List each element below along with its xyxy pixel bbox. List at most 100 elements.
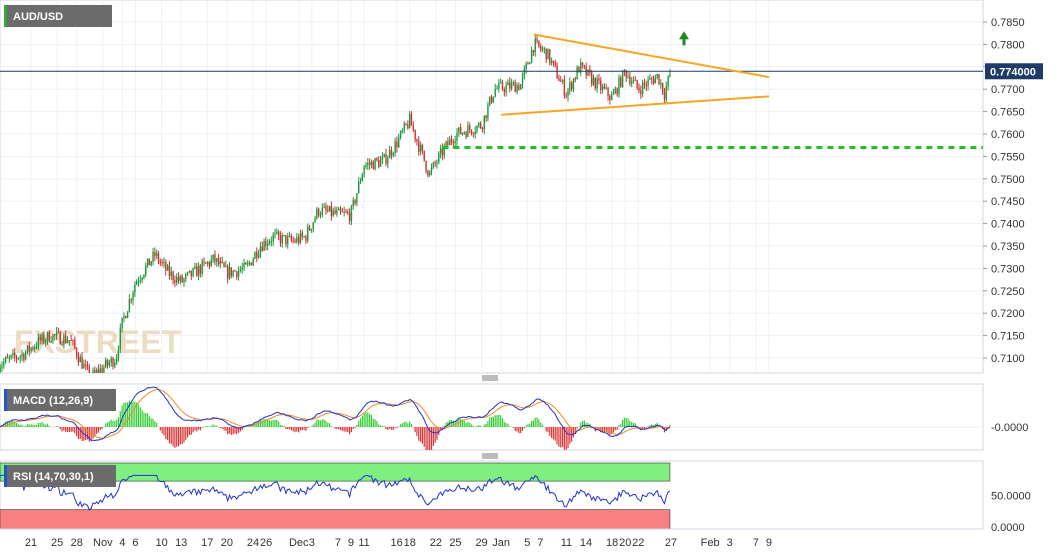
price-axis[interactable]: 0.7100 0.7150 0.7200 0.7250 0.7300 0.7350 0.74… <box>983 17 1043 534</box>
candle <box>536 35 538 44</box>
macd-hist-bar <box>97 427 100 433</box>
macd-hist-bar <box>609 427 611 435</box>
candle <box>443 143 445 159</box>
macd-hist-bar <box>585 422 587 427</box>
candle <box>115 353 118 366</box>
macd-hist-bar <box>207 425 209 427</box>
lower-trendline <box>501 95 769 116</box>
candle <box>287 232 289 249</box>
candle <box>272 232 274 246</box>
candle <box>560 75 562 82</box>
time-axis[interactable]: Oct212528Nov46101317202426Dec37911161822… <box>0 528 983 549</box>
macd-hist-bar <box>108 421 110 427</box>
macd-hist-bar <box>32 424 34 427</box>
candle <box>10 354 12 361</box>
candle <box>343 206 345 217</box>
macd-hist-bar <box>161 427 163 434</box>
macd-hist-bar <box>139 407 141 427</box>
macd-hist-bar <box>545 427 547 432</box>
candle <box>212 254 214 264</box>
macd-hist-bar <box>172 427 174 447</box>
candle <box>574 76 576 83</box>
rsi-oversold-zone <box>0 509 671 530</box>
date-tick-label: 17 <box>201 537 213 549</box>
macd-label[interactable]: MACD (12,26,9) <box>4 389 116 411</box>
rsi-label[interactable]: RSI (14,70,30,1) <box>4 465 116 487</box>
candle <box>576 65 578 80</box>
candle <box>665 81 667 105</box>
candle <box>14 347 16 362</box>
macd-hist-bar <box>622 419 624 427</box>
candle <box>199 263 202 278</box>
candle <box>499 78 502 84</box>
candle <box>141 276 143 284</box>
candle <box>63 332 65 349</box>
macd-hist-bar <box>414 427 416 433</box>
macd-hist-bar <box>399 424 402 427</box>
macd-hist-bar <box>145 413 147 427</box>
candle <box>32 345 34 352</box>
current-price-badge: 0.774000 <box>985 63 1043 80</box>
candle <box>379 155 382 167</box>
rsi-plot <box>0 462 671 530</box>
macd-line <box>0 386 671 442</box>
macd-hist-bar <box>500 415 502 427</box>
candle <box>157 250 160 265</box>
candle <box>572 78 575 93</box>
candle <box>612 88 615 96</box>
macd-hist-bar <box>43 423 45 427</box>
macd-hist-bar <box>14 421 16 427</box>
macd-hist-bar <box>276 419 278 427</box>
macd-hist-bar <box>578 426 580 427</box>
candle <box>205 261 207 264</box>
candle <box>374 157 376 171</box>
macd-hist-bar <box>369 413 371 427</box>
macd-hist-bar <box>549 427 551 436</box>
candle <box>596 74 598 93</box>
candle <box>252 257 254 267</box>
macd-hist-bar <box>540 422 542 427</box>
candle <box>583 64 586 70</box>
candle <box>88 363 91 373</box>
candle <box>563 75 566 99</box>
macd-hist-bar <box>614 427 616 431</box>
macd-hist-bar <box>418 427 420 441</box>
symbol-label[interactable]: AUD/USD <box>4 5 112 27</box>
macd-hist-bar <box>532 420 535 427</box>
date-tick-label: 18 <box>606 537 618 549</box>
macd-hist-bar <box>523 427 525 429</box>
candle <box>90 377 91 383</box>
macd-hist-bar <box>367 412 369 427</box>
candle <box>64 330 67 344</box>
macd-hist-bar <box>214 425 216 427</box>
price-tick-label: 0.7550 <box>991 151 1025 163</box>
price-tick-label: 0.7350 <box>991 241 1025 253</box>
candle <box>372 160 374 170</box>
macd-hist-bar <box>463 420 465 427</box>
macd-hist-bar <box>378 424 380 427</box>
candle <box>410 111 413 126</box>
candle <box>305 234 307 245</box>
macd-hist-bar <box>394 427 396 428</box>
candle <box>312 221 314 233</box>
macd-resize-handle[interactable] <box>482 375 498 381</box>
candle <box>521 72 524 89</box>
rsi-resize-handle[interactable] <box>482 453 498 459</box>
candle <box>256 247 258 263</box>
candle <box>496 85 498 90</box>
macd-hist-bar <box>274 419 276 427</box>
macd-hist-bar <box>460 418 462 427</box>
candle <box>279 231 282 247</box>
candle <box>332 207 334 218</box>
macd-hist-bar <box>177 427 180 447</box>
macd-hist-bar <box>88 427 90 442</box>
candle <box>54 333 56 341</box>
macd-hist-bar <box>163 427 165 436</box>
macd-hist-bar <box>572 427 575 438</box>
macd-hist-bar <box>223 427 225 431</box>
candle <box>241 262 243 274</box>
candle <box>381 151 384 165</box>
candle <box>228 262 231 280</box>
macd-hist-bar <box>490 417 493 427</box>
candle <box>230 267 233 279</box>
